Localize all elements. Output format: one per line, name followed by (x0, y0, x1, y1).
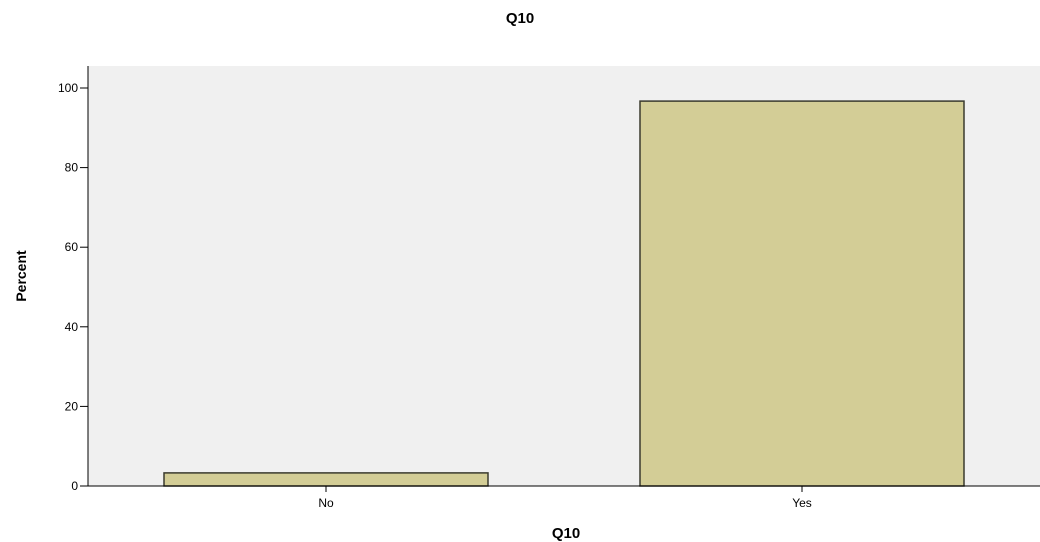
y-axis-ticks: 0 20 40 60 80 100 (58, 81, 88, 493)
y-tick-label: 60 (65, 240, 79, 254)
bar-yes (639, 100, 965, 487)
y-tick-label: 20 (65, 399, 79, 413)
y-tick-label: 40 (65, 320, 79, 334)
y-tick-label: 0 (71, 479, 78, 493)
chart-title: Q10 (506, 10, 534, 27)
x-axis-ticks: No Yes (318, 486, 812, 510)
y-tick-label: 100 (58, 81, 78, 95)
y-axis-title: Percent (13, 250, 29, 302)
bar-no (163, 472, 489, 487)
x-tick-label: No (318, 496, 334, 510)
y-tick-label: 80 (65, 161, 79, 175)
x-tick-label: Yes (792, 496, 812, 510)
bar-group (163, 100, 965, 487)
x-axis-title: Q10 (552, 525, 580, 542)
